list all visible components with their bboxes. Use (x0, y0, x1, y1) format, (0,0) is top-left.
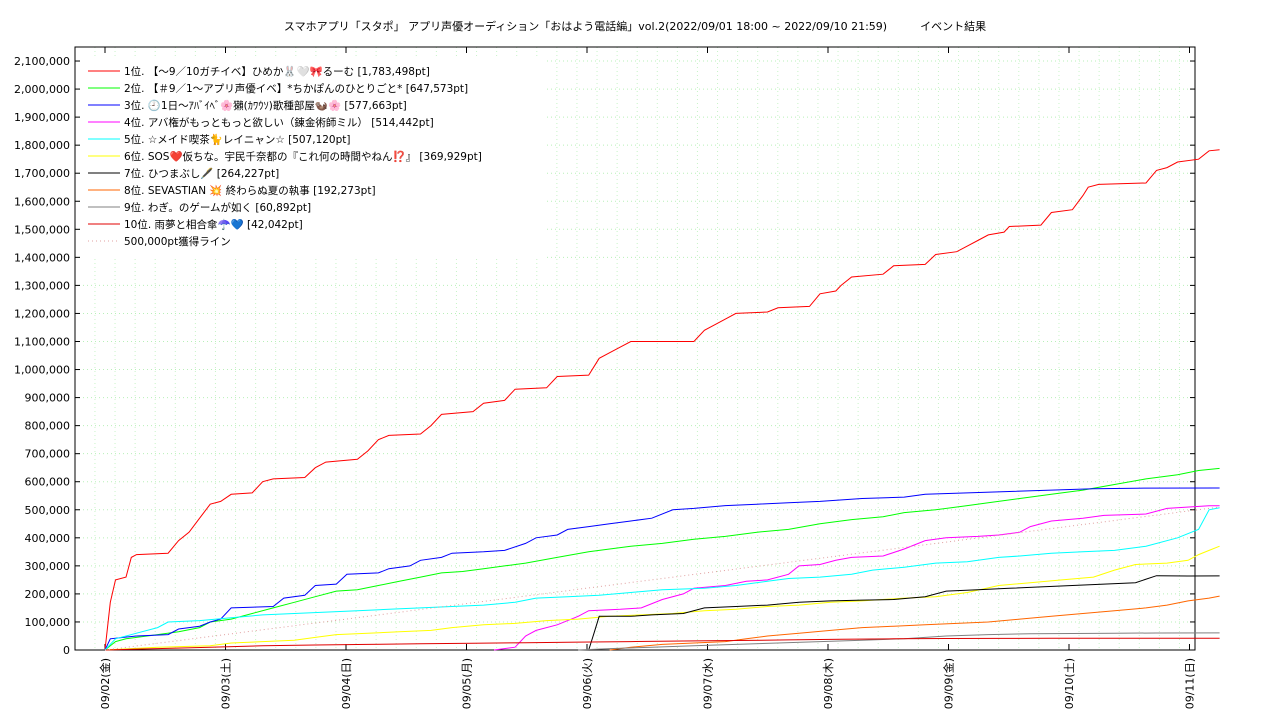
y-tick-label: 1,900,000 (14, 111, 70, 124)
series-line-10 (104, 637, 1220, 651)
y-tick-label: 300,000 (25, 560, 71, 573)
legend-entry: 6位. SOS❤️仮ちな。宇民千奈都の『これ何の時間やねん⁉️』 [369,92… (124, 150, 482, 163)
x-tick-label: 09/02(金) (98, 658, 112, 709)
y-tick-label: 800,000 (25, 420, 71, 433)
series-line-8 (609, 595, 1220, 651)
y-tick-label: 1,000,000 (14, 364, 70, 377)
y-tick-label: 200,000 (25, 588, 71, 601)
x-tick-label: 09/06(火) (581, 658, 594, 709)
y-tick-label: 0 (63, 644, 70, 657)
axes: 0 100,000 200,000 300,000 400,000 500,000 600,… (14, 46, 1197, 709)
x-tick-label: 09/08(木) (822, 658, 835, 709)
y-tick-label: 2,000,000 (14, 83, 70, 96)
legend-entry: 8位. SEVASTIAN 💥 終わらぬ夏の執事 [192,273pt] (124, 184, 376, 197)
y-tick-label: 1,600,000 (14, 195, 70, 208)
y-tick-label: 1,400,000 (14, 251, 70, 264)
x-tick-label: 09/07(水) (702, 658, 715, 709)
legend-entry: 2位. 【＃9／1〜アプリ声優イベ】*ちかぽんのひとりごと* [647,573p… (124, 82, 468, 95)
x-tick-label: 09/04(日) (340, 658, 353, 709)
legend-entry: 1位. 【〜9／10ガチイベ】ひめか🐰🤍🎀るーむ [1,783,498pt] (124, 65, 430, 78)
y-tick-label: 700,000 (25, 448, 71, 461)
chart-title: スマホアプリ「スタポ」 アプリ声優オーディション「おはよう電話編」vol.2(2… (283, 20, 987, 33)
series-line-6 (104, 545, 1220, 651)
series-line-2 (104, 467, 1220, 651)
y-tick-label: 1,700,000 (14, 167, 70, 180)
series-line-4 (494, 505, 1220, 651)
legend-entry: 3位. 🕘1日〜ｱﾊﾞｲﾍﾞ🌸獺(ｶﾜｳｿ)歌種部屋🦦🌸 [577,663pt] (124, 99, 407, 112)
y-tick-label: 1,100,000 (14, 335, 70, 348)
series-line-1 (104, 149, 1220, 651)
series-line-7 (588, 575, 1220, 651)
x-tick-label: 09/11(日) (1184, 658, 1197, 709)
legend-box (80, 58, 545, 258)
x-tick-label: 09/05(月) (461, 658, 474, 709)
legend-entry: 5位. ☆メイド喫茶🐈レイニャン☆ [507,120pt] (124, 133, 351, 146)
y-tick-label: 500,000 (25, 504, 71, 517)
y-tick-label: 900,000 (25, 392, 71, 405)
y-tick-label: 100,000 (25, 616, 71, 629)
y-tick-label: 1,200,000 (14, 307, 70, 320)
series-line-5 (104, 507, 1220, 651)
y-tick-label: 1,800,000 (14, 139, 70, 152)
x-tick-label: 09/03(土) (220, 658, 233, 709)
legend: 1位. 【〜9／10ガチイベ】ひめか🐰🤍🎀るーむ [1,783,498pt] 2位… (80, 58, 545, 258)
y-tick-label: 600,000 (25, 476, 71, 489)
legend-entry: 10位. 雨夢と相合傘☂️💙 [42,042pt] (124, 218, 303, 231)
x-tick-label: 09/10(土) (1063, 658, 1076, 709)
legend-entry: 4位. アバ権がもっともっと欲しい（錬金術師ミル） [514,442pt] (124, 116, 434, 129)
legend-entry: 500,000pt獲得ライン (124, 235, 231, 248)
plot-frame (74, 46, 1196, 651)
series-line-11 (104, 506, 1220, 651)
legend-entry: 7位. ひつまぶし🖋️ [264,227pt] (124, 167, 279, 180)
series-lines (104, 149, 1220, 651)
y-tick-label: 1,300,000 (14, 279, 70, 292)
y-tick-label: 2,100,000 (14, 55, 70, 68)
series-line-3 (104, 487, 1220, 651)
y-tick-label: 1,500,000 (14, 223, 70, 236)
legend-entry: 9位. わぎ。のゲームが如く [60,892pt] (124, 201, 311, 214)
x-tick-label: 09/09(金) (942, 658, 956, 709)
y-tick-label: 400,000 (25, 532, 71, 545)
